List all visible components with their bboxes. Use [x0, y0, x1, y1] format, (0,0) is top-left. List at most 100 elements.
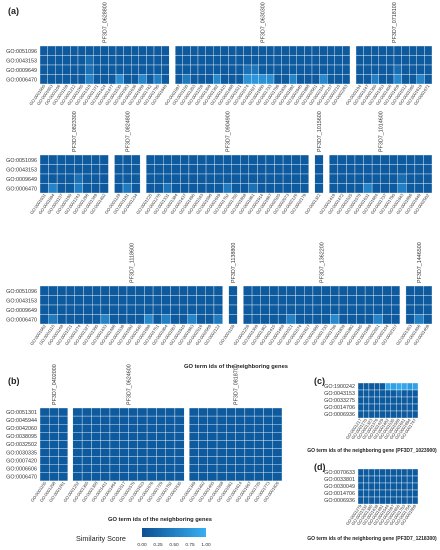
heatmap-cell — [39, 154, 49, 165]
heatmap-cell — [82, 164, 92, 175]
heatmap-cell — [228, 74, 237, 85]
heatmap-cell — [263, 424, 273, 433]
heatmap-cell — [48, 173, 58, 184]
heatmap-cell — [389, 164, 398, 175]
heatmap-cell — [182, 74, 191, 85]
gene-block: PF3D7_1362200GO:0001256GO:0001309GO:0001… — [232, 242, 401, 346]
heatmap-cell — [196, 314, 206, 325]
heatmap-cell — [92, 314, 102, 325]
heatmap-cell — [163, 183, 172, 194]
heatmap-cell — [390, 389, 397, 398]
heatmap-cell — [272, 448, 283, 457]
heatmap-cell — [269, 285, 279, 296]
heatmap-cell — [272, 440, 283, 449]
heatmap-cell — [263, 456, 273, 465]
heatmap-cell — [312, 285, 322, 296]
heatmap-cell — [55, 45, 63, 56]
heatmap-cell — [382, 285, 392, 296]
heatmap-cell — [126, 295, 136, 306]
heatmap-cell — [48, 164, 58, 175]
heatmap-cell — [265, 154, 275, 165]
heatmap-cell — [423, 314, 433, 325]
heatmap-cell — [228, 304, 238, 315]
heatmap-cell — [397, 164, 407, 175]
heatmap-cell — [119, 464, 129, 473]
heatmap-cell — [414, 314, 424, 325]
heatmap-cell — [244, 448, 255, 457]
heatmap-cell — [62, 64, 71, 75]
heatmap-cell — [213, 45, 221, 56]
heatmap-cell — [152, 314, 162, 325]
heatmap-cell — [100, 304, 110, 315]
heatmap-cell — [423, 173, 433, 184]
heatmap-cell — [154, 164, 164, 175]
heatmap-cell — [266, 74, 275, 85]
heatmap-cell — [373, 314, 383, 325]
heatmap-cell — [263, 464, 273, 473]
heatmap-cell — [235, 64, 244, 75]
heatmap-cell — [357, 482, 364, 491]
heatmap-cell — [253, 415, 264, 425]
heatmap-cell — [174, 456, 185, 465]
heatmap-cell — [379, 489, 386, 498]
heatmap-cell — [291, 164, 301, 175]
heatmap-cell — [58, 448, 69, 457]
heatmap-cell — [128, 440, 138, 449]
heatmap-cell — [118, 314, 128, 325]
heatmap-cell — [401, 475, 408, 484]
heatmap-cell — [39, 464, 50, 473]
x-axis-title-d: GO term ids of the neighboring gene (PF3… — [307, 536, 437, 542]
heatmap-cell — [187, 295, 197, 306]
heatmap-cell — [334, 74, 343, 85]
heatmap-cell — [70, 64, 79, 75]
gene-label: PF3D7_0824800 — [125, 111, 131, 152]
heatmap-cell — [39, 55, 48, 66]
heatmap-cell — [257, 183, 267, 194]
heatmap-cell — [342, 64, 351, 75]
heatmap-cell — [260, 285, 270, 296]
heatmap-cell — [197, 183, 207, 194]
heatmap-cell — [49, 456, 59, 465]
heatmap-cell — [56, 173, 66, 184]
heatmap-cell — [319, 64, 328, 75]
heatmap-cell — [131, 45, 139, 56]
heatmap-cell — [374, 496, 380, 505]
y-tick-label: GO:0032502 — [6, 442, 37, 448]
heatmap-cell — [58, 440, 69, 449]
heatmap-cell — [170, 295, 180, 306]
heatmap-cell — [154, 154, 164, 165]
heatmap-cell — [337, 183, 347, 194]
heatmap-cell — [39, 74, 48, 85]
heatmap-cell — [363, 154, 373, 165]
heatmap-cell — [321, 304, 331, 315]
heatmap-cell — [190, 55, 199, 66]
heatmap-cell — [282, 154, 292, 165]
heatmap-cell — [281, 64, 290, 75]
heatmap-cell — [146, 464, 157, 473]
heatmap-cell — [386, 74, 395, 85]
heatmap-cell — [70, 45, 79, 56]
heatmap-cell — [55, 74, 63, 85]
heatmap-cell — [406, 396, 413, 405]
heatmap-cell — [197, 64, 206, 75]
panel-label-d: (d) — [314, 462, 326, 472]
heatmap-cell — [205, 295, 215, 306]
heatmap-cell — [295, 314, 305, 325]
heatmap-cell — [126, 314, 136, 325]
heatmap-cell — [406, 489, 413, 498]
heatmap-cell — [385, 489, 391, 498]
heatmap-cell — [226, 424, 236, 433]
heatmap-cell — [214, 164, 224, 175]
heatmap-cell — [100, 285, 110, 296]
heatmap-cell — [374, 489, 380, 498]
heatmap-cell — [144, 295, 154, 306]
heatmap-cell — [269, 295, 279, 306]
heatmap-cell — [153, 55, 162, 66]
heatmap-cell — [414, 164, 424, 175]
heatmap-cell — [81, 424, 92, 433]
heatmap-cell — [265, 164, 275, 175]
heatmap-cell — [81, 407, 92, 417]
heatmap-cell — [135, 304, 145, 315]
heatmap-cell — [385, 389, 391, 398]
heatmap-cell — [257, 164, 267, 175]
